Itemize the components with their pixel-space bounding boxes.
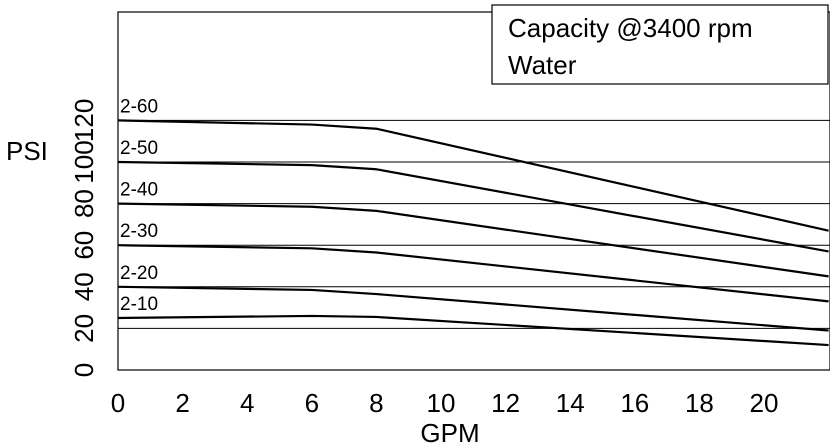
series-label-2-40: 2-40: [120, 180, 158, 201]
y-axis-label: PSI: [6, 136, 48, 166]
series-line-2-20: [117, 285, 829, 332]
x-axis-label: GPM: [420, 418, 479, 447]
x-tick-label: 18: [685, 388, 714, 418]
y-tick-label: 120: [69, 99, 99, 142]
y-tick-label: 0: [69, 363, 99, 377]
y-tick-label: 80: [69, 189, 99, 218]
y-tick-label: 100: [69, 140, 99, 183]
series-line-2-10: [117, 314, 829, 347]
series-line-2-50: [117, 160, 829, 253]
series-lines: [117, 119, 829, 347]
series-label-2-30: 2-30: [120, 221, 158, 242]
series-label-2-10: 2-10: [120, 294, 158, 315]
series-line-2-60: [117, 119, 829, 232]
x-tick-label: 20: [750, 388, 779, 418]
legend-line-1: Capacity @3400 rpm: [508, 13, 753, 43]
series-line-2-40: [117, 202, 829, 278]
series-line-2-30: [117, 244, 829, 303]
y-tick-label: 20: [69, 314, 99, 343]
series-label-2-50: 2-50: [120, 138, 158, 159]
legend-box: Capacity @3400 rpm Water: [491, 4, 829, 85]
x-tick-label: 8: [369, 388, 383, 418]
y-tick-label: 40: [69, 272, 99, 301]
gridlines: [118, 119, 830, 329]
x-tick-label: 12: [491, 388, 520, 418]
plot-frame: [117, 11, 830, 371]
x-tick-label: 10: [427, 388, 456, 418]
series-label-2-60: 2-60: [120, 96, 158, 117]
x-tick-label: 16: [620, 388, 649, 418]
x-tick-label: 0: [111, 388, 125, 418]
x-tick-label: 2: [175, 388, 189, 418]
series-labels: 2-60 2-50 2-40 2-30 2-20 2-10: [120, 96, 158, 315]
legend-line-2: Water: [508, 50, 577, 80]
x-tick-label: 14: [556, 388, 585, 418]
y-tick-label: 60: [69, 231, 99, 260]
x-tick-label: 6: [305, 388, 319, 418]
x-tick-labels: 0 2 4 6 8 10 12 14 16 18 20: [111, 388, 779, 418]
series-label-2-20: 2-20: [120, 263, 158, 284]
x-tick-label: 4: [240, 388, 254, 418]
